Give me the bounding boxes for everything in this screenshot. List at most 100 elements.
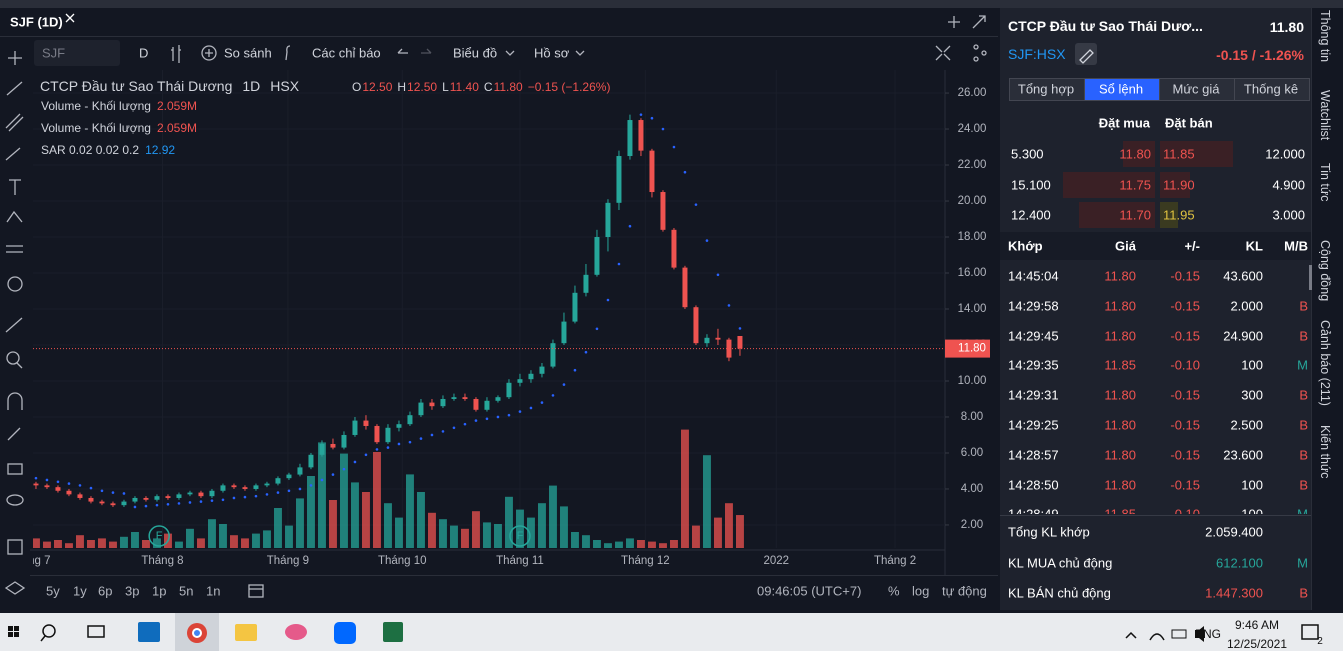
volume-bar [318,442,326,548]
candle-body [693,307,699,344]
sar-dot [441,430,445,433]
window-strip [0,0,1343,8]
bid-volume: 12.400 [1011,207,1051,223]
ask-header: Đặt bán [1165,115,1213,131]
tool-icons[interactable] [4,51,26,595]
tab-background[interactable] [1234,78,1310,101]
taskbar-icons[interactable] [8,622,1319,644]
sar-dot [452,426,456,430]
range-button[interactable]: 5n [179,583,194,599]
volume-bar [560,506,568,548]
x-tick-label: 2022 [763,555,789,567]
scrollbar [1309,265,1312,290]
bid-volume: 15.100 [1011,177,1051,192]
interval-button[interactable]: D [139,45,149,61]
scale-option[interactable]: log [912,583,930,599]
side-tab[interactable]: Kiến thức [1318,425,1332,479]
candle-body [506,382,512,398]
panel-tab[interactable]: Thống kê [1243,81,1299,97]
chart-type-button[interactable]: Biểu đồ [453,45,498,61]
volume-bar [538,503,546,548]
candle-body [649,150,655,193]
chart-background [30,70,998,575]
volume-bar [285,525,293,548]
candle-body [726,339,732,358]
panel-tab[interactable]: Sổ lệnh [1098,81,1144,97]
candle-body [66,490,72,495]
legend-title: CTCP Đầu tư Sao Thái Dương 1D HSX [40,78,299,94]
candle-body [341,434,347,448]
trade-change: -0.15 [1170,268,1200,284]
side-tab[interactable]: Tin tức [1318,163,1332,202]
scale-option[interactable]: % [888,583,900,599]
candle-body [176,494,182,498]
side-tab[interactable]: Cảnh báo (211) [1318,320,1332,406]
legend-interval: 1D [242,78,261,94]
last-price-label: 11.80 [958,343,986,355]
indicator-legend: Volume - Khối lượng 2.059M [41,99,197,113]
trade-volume: 2.500 [1230,417,1263,433]
range-button[interactable]: 3p [125,583,140,599]
sar-dot [507,413,511,417]
notification-count[interactable]: 2 [1317,636,1323,647]
candle-body [352,420,358,435]
scale-option[interactable]: tự động [942,583,987,599]
profile-button[interactable]: Hồ sơ [534,45,570,61]
ask-depth-bar [1160,171,1190,198]
candle-body [319,443,325,455]
candle-body [209,490,215,497]
candle-body [704,337,710,344]
volume-bar [208,519,216,548]
volume-bar [549,485,557,548]
side-tab[interactable]: Watchlist [1318,90,1332,141]
candle-body [528,373,534,380]
trade-time: 14:29:31 [1008,387,1059,403]
sar-dot [45,478,49,482]
sar-dot [276,491,280,494]
candle-body [671,229,677,268]
compare-button[interactable]: So sánh [224,45,272,61]
sar-dot [584,350,588,354]
candle-body [539,366,545,374]
trade-price: 11.80 [1104,328,1136,344]
volume-bar [626,538,634,548]
range-button[interactable]: 6p [98,583,113,599]
symbol-input[interactable]: SJF [42,45,66,61]
volume-bar [395,517,403,548]
tab-title[interactable]: SJF (1D) [10,14,63,30]
x-tick-label: Tháng 12 [621,555,670,567]
trades-header: KL [1245,238,1263,254]
sar-dot [320,478,324,482]
volume-bar [241,538,249,548]
indicators-button[interactable]: Các chỉ báo [312,45,381,61]
volume-bar [417,492,425,548]
bid-price: 11.80 [1119,146,1151,162]
candle-body [121,501,127,506]
ask-price: 11.90 [1163,177,1195,192]
volume-bar [153,538,161,548]
right-panel [1000,8,1311,610]
quote-price: 11.80 [1269,19,1304,35]
candle-body [242,487,248,489]
range-button[interactable]: 1y [73,583,87,599]
volume-layer [33,429,744,548]
bid-header: Đặt mua [1098,115,1150,131]
panel-tab[interactable]: Tổng hợp [1017,81,1075,97]
side-tab[interactable]: Thông tin [1318,10,1332,63]
volume-bar [714,517,722,548]
range-button[interactable]: 5y [46,583,60,599]
trade-time: 14:29:45 [1008,328,1059,344]
symbol-box[interactable] [34,40,120,66]
panel-tab[interactable]: Mức giá [1172,81,1220,97]
range-button[interactable]: 1p [152,583,167,599]
range-button[interactable]: 1n [206,583,221,599]
side-tab[interactable]: Cộng đồng [1318,240,1332,302]
volume-bar [252,533,260,548]
y-tick-label: 26.00 [958,87,987,99]
quote-symbol[interactable]: SJF:HSX [1008,46,1066,62]
event-marker [148,525,170,547]
y-tick-label: 16.00 [958,267,987,279]
candle-body [33,483,39,486]
volume-bar [472,511,480,548]
